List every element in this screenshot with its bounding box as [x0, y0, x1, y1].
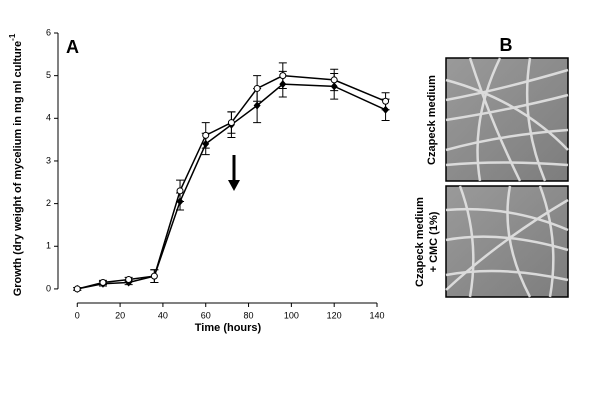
- marker: [253, 84, 261, 92]
- y-tick-label: 2: [46, 198, 51, 208]
- marker: [253, 101, 261, 110]
- x-axis-label: Time (hours): [195, 322, 262, 334]
- y-tick-label: 1: [46, 241, 51, 251]
- x-tick-label: 120: [327, 310, 342, 320]
- micrograph: [445, 57, 569, 182]
- y-label-sup: -1: [8, 33, 17, 41]
- y-tick-label: 0: [46, 283, 51, 293]
- x-tick-label: 20: [115, 310, 125, 320]
- caption: Czapeck medium: [414, 197, 426, 287]
- y-tick-label: 6: [46, 27, 51, 37]
- marker: [176, 187, 184, 195]
- y-tick-label: 3: [46, 155, 51, 165]
- x-tick-label: 140: [369, 310, 384, 320]
- caption: Czapeck medium: [426, 75, 438, 165]
- y-tick-label: 4: [46, 113, 51, 123]
- micrograph: [445, 185, 569, 298]
- marker: [227, 119, 235, 127]
- panel-label: B: [500, 35, 513, 55]
- caption: + CMC (1%): [428, 211, 440, 272]
- arrow-head: [228, 180, 240, 191]
- marker: [330, 76, 338, 84]
- marker: [150, 272, 158, 280]
- y-axis-label: Growth (dry weight of mycelium in mg ml …: [8, 33, 24, 296]
- x-tick-label: 60: [201, 310, 211, 320]
- marker: [202, 131, 210, 139]
- marker: [125, 276, 133, 284]
- x-tick-label: 80: [244, 310, 254, 320]
- panel-label: A: [66, 37, 79, 57]
- y-label-main: Growth (dry weight of mycelium in mg ml …: [12, 41, 24, 296]
- marker: [382, 97, 390, 105]
- x-tick-label: 40: [158, 310, 168, 320]
- marker: [279, 72, 287, 80]
- y-tick-label: 5: [46, 70, 51, 80]
- marker: [99, 279, 107, 287]
- x-tick-label: 0: [75, 310, 80, 320]
- x-tick-label: 100: [284, 310, 299, 320]
- marker: [73, 285, 81, 293]
